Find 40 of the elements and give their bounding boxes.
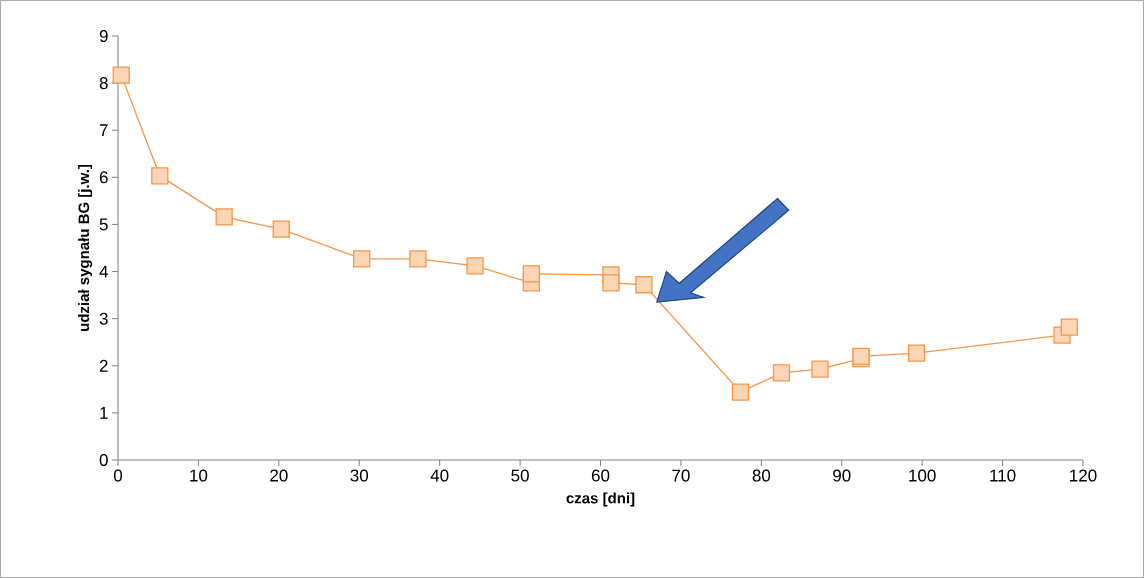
x-tick-label: 40 — [430, 469, 449, 482]
point — [907, 344, 926, 362]
point — [353, 250, 371, 268]
y-tick-label: 3 — [99, 312, 108, 325]
y-tick-label: 9 — [99, 29, 108, 43]
x-tick-label: 100 — [909, 469, 936, 482]
x-tick-label: 0 — [113, 469, 123, 482]
x-tick-label: 90 — [833, 469, 851, 482]
point — [811, 360, 829, 378]
x-axis-title: czas [dni] — [566, 492, 635, 507]
x-tick-label: 50 — [511, 469, 529, 482]
x-tick-label: 60 — [591, 469, 610, 482]
x-tick-label: 80 — [752, 469, 771, 482]
x-tick-label: 10 — [190, 469, 208, 482]
y-tick-label: 6 — [99, 171, 108, 184]
point — [112, 66, 130, 84]
x-tick-label: 70 — [672, 469, 690, 482]
point — [466, 257, 484, 275]
y-tick-label: 1 — [100, 407, 108, 419]
x-tick-label: 110 — [990, 469, 1016, 482]
point — [772, 364, 791, 382]
point — [635, 276, 653, 294]
y-tick-label: 5 — [99, 218, 108, 231]
point — [272, 220, 290, 238]
x-tick-label: 20 — [270, 469, 288, 482]
point — [151, 167, 169, 185]
y-axis-title: udział sygnału BG [j.w.] — [78, 164, 93, 331]
x-tick-label: 120 — [1070, 469, 1097, 482]
x-tick-label: 30 — [350, 469, 369, 482]
y-tick-label: 7 — [99, 124, 108, 137]
y-tick-label: 0 — [99, 453, 108, 467]
point — [1060, 318, 1078, 336]
y-tick-label: 2 — [99, 359, 108, 372]
y-tick-label: 8 — [99, 77, 108, 90]
point — [522, 265, 540, 283]
point — [602, 274, 620, 292]
point — [731, 383, 750, 401]
point — [409, 250, 427, 268]
point — [215, 208, 233, 226]
y-tick-label: 4 — [99, 265, 108, 278]
